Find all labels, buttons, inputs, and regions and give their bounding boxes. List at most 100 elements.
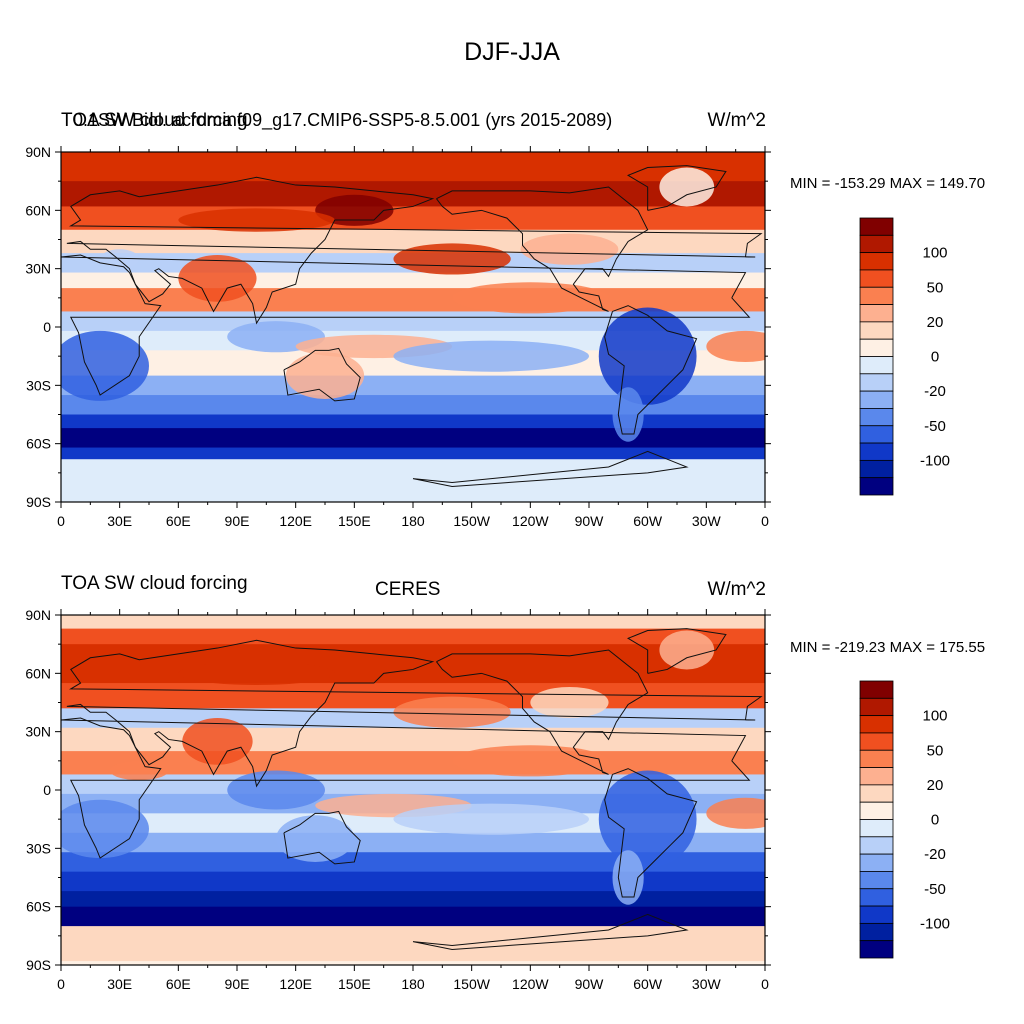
latitude-band bbox=[61, 832, 765, 853]
colorbar-swatch bbox=[859, 252, 894, 271]
lat-tick-label: 30N bbox=[25, 724, 51, 740]
colorbar-label: -100 bbox=[920, 452, 950, 469]
lon-tick-label: 120E bbox=[279, 976, 312, 992]
colorbar-label: -20 bbox=[924, 383, 946, 400]
colorbar-swatch bbox=[859, 749, 894, 768]
field-anomaly bbox=[393, 696, 511, 728]
field-anomaly bbox=[659, 630, 715, 670]
contour-map: 90N 60N 30N 0 30S 60S 90S 0 30E 60E 90E 120E 150E 180… bbox=[25, 144, 950, 529]
latitude-band bbox=[61, 395, 765, 415]
lat-tick-label: 90N bbox=[25, 607, 51, 623]
coastline bbox=[604, 768, 698, 898]
latitude-band bbox=[61, 644, 765, 684]
latitude-band bbox=[61, 961, 765, 965]
colorbar-swatch bbox=[859, 715, 894, 734]
colorbar-swatch bbox=[859, 767, 894, 786]
field-anomaly bbox=[285, 352, 365, 399]
colorbar-swatch bbox=[859, 940, 894, 959]
lon-tick-label: 30E bbox=[107, 976, 132, 992]
lon-tick-label: 60W bbox=[633, 513, 663, 529]
colorbar-swatch bbox=[859, 356, 894, 375]
colorbar-label: 0 bbox=[931, 349, 939, 366]
field-anomaly bbox=[598, 770, 697, 868]
colorbar-swatch bbox=[859, 905, 894, 924]
colorbar-swatch bbox=[859, 732, 894, 751]
latitude-band bbox=[61, 459, 765, 502]
latitude-band bbox=[61, 727, 765, 752]
colorbar-swatch bbox=[859, 888, 894, 907]
lon-tick-label: 120E bbox=[279, 513, 312, 529]
lon-tick-label: 90E bbox=[225, 976, 250, 992]
colorbar-swatch bbox=[859, 321, 894, 340]
lat-tick-label: 60N bbox=[25, 665, 51, 681]
field-anomaly bbox=[393, 340, 589, 372]
colorbar-swatch bbox=[859, 819, 894, 838]
coastline bbox=[412, 913, 689, 950]
latitude-band bbox=[61, 615, 765, 630]
colorbar-label: -50 bbox=[924, 418, 946, 435]
field-anomaly bbox=[452, 282, 609, 314]
lon-tick-label: 120W bbox=[512, 513, 549, 529]
colorbar-swatch bbox=[859, 836, 894, 855]
latitude-band bbox=[61, 428, 765, 449]
lon-tick-label: 0 bbox=[57, 976, 65, 992]
min-max-readout: MIN = -153.29 MAX = 149.70 bbox=[790, 175, 986, 192]
field-anomaly bbox=[530, 686, 609, 719]
lon-tick-label: 180 bbox=[401, 513, 425, 529]
field-anomaly bbox=[520, 233, 619, 265]
min-max-readout: MIN = -219.23 MAX = 175.55 bbox=[790, 639, 986, 656]
field-anomaly bbox=[393, 803, 589, 835]
lon-tick-label: 180 bbox=[401, 976, 425, 992]
coastline bbox=[436, 649, 649, 775]
lon-tick-label: 90W bbox=[575, 976, 605, 992]
latitude-band bbox=[61, 852, 765, 873]
lon-tick-label: 150E bbox=[338, 513, 371, 529]
coastline bbox=[283, 810, 361, 865]
field-anomaly bbox=[393, 243, 511, 275]
field-anomaly bbox=[706, 797, 765, 829]
colorbar-label: -50 bbox=[924, 881, 946, 898]
colorbar-swatch bbox=[859, 408, 894, 427]
lat-tick-label: 60N bbox=[25, 202, 51, 218]
colorbar-label: 50 bbox=[927, 742, 944, 759]
lat-tick-label: 0 bbox=[43, 319, 51, 335]
field-layer bbox=[61, 152, 765, 502]
colorbar-swatch bbox=[859, 286, 894, 305]
latitude-band bbox=[61, 288, 765, 312]
colorbar-label: 50 bbox=[927, 279, 944, 296]
colorbar-swatch bbox=[859, 442, 894, 461]
colorbar-swatch bbox=[859, 697, 894, 717]
field-anomaly bbox=[109, 760, 169, 781]
lat-tick-label: 30S bbox=[26, 840, 51, 856]
colorbar-label: 100 bbox=[922, 708, 947, 725]
lon-tick-label: 90W bbox=[575, 513, 605, 529]
lon-tick-label: 60E bbox=[166, 976, 191, 992]
coastline bbox=[66, 176, 763, 325]
lat-tick-label: 90S bbox=[26, 494, 51, 510]
lon-tick-label: 0 bbox=[761, 513, 769, 529]
coastline bbox=[66, 639, 763, 788]
map-panel-observations: TOA SW cloud forcing CERES W/m^2 MIN = -… bbox=[0, 463, 1024, 992]
lat-tick-label: 90N bbox=[25, 144, 51, 160]
colorbar-swatch bbox=[859, 801, 894, 820]
colorbar-swatch bbox=[859, 477, 894, 496]
panel-left-title: TOA SW cloud forcing bbox=[61, 573, 248, 594]
field-anomaly bbox=[227, 770, 325, 810]
panel-case-title: 0.1SW Biol. acrdma f09_g17.CMIP6-SSP5-8.… bbox=[73, 110, 613, 130]
field-anomaly bbox=[706, 330, 765, 362]
coastline bbox=[61, 717, 751, 859]
colorbar-label: 20 bbox=[927, 777, 944, 794]
lat-tick-label: 0 bbox=[43, 782, 51, 798]
lon-tick-label: 150W bbox=[453, 513, 490, 529]
colorbar-label: -20 bbox=[924, 846, 946, 863]
field-anomaly bbox=[598, 307, 697, 405]
colorbar-swatch bbox=[859, 373, 894, 392]
panel-units: W/m^2 bbox=[707, 579, 766, 600]
latitude-band bbox=[61, 375, 765, 396]
colorbar-label: 20 bbox=[927, 314, 944, 331]
coastline bbox=[626, 628, 727, 674]
colorbar-label: 100 bbox=[922, 245, 947, 262]
field-anomaly bbox=[659, 167, 715, 207]
colorbar-swatch bbox=[859, 338, 894, 357]
lon-tick-label: 30E bbox=[107, 513, 132, 529]
